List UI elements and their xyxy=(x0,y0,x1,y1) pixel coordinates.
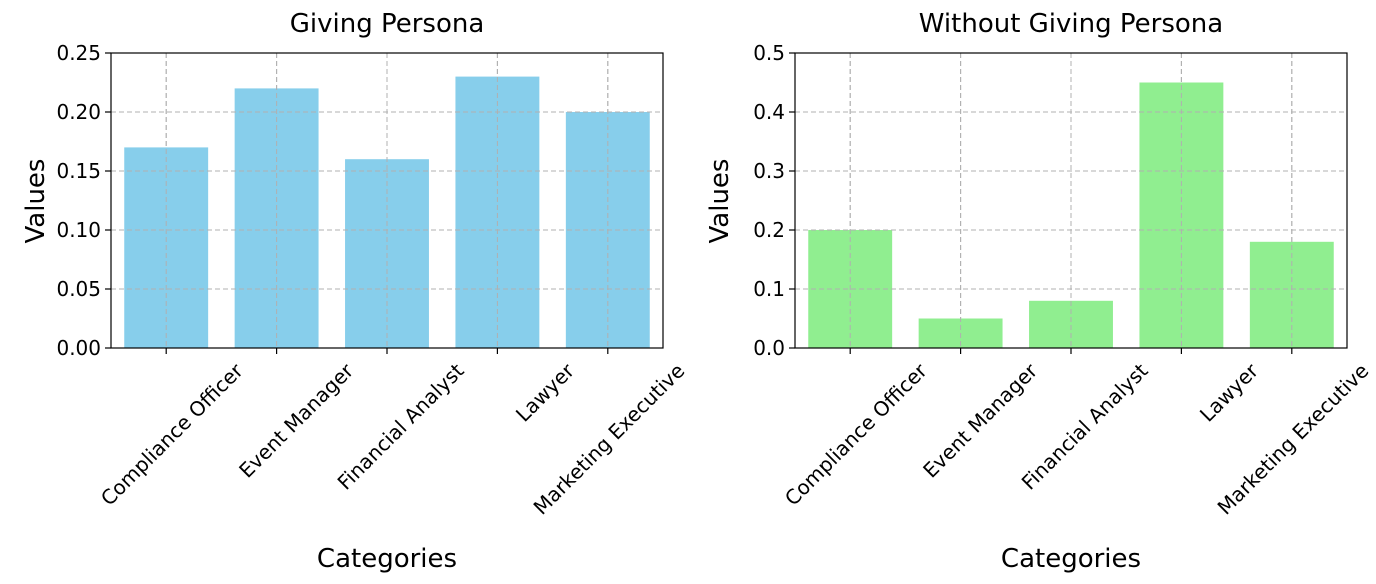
chart-title: Giving Persona xyxy=(290,9,485,39)
x-tick-label: Event Manager xyxy=(918,358,1043,483)
x-tick-label: Lawyer xyxy=(511,358,580,427)
y-tick-label: 0.1 xyxy=(753,277,785,301)
y-axis-label: Values xyxy=(705,159,735,244)
y-tick-label: 0.2 xyxy=(753,218,785,242)
x-axis-label: Categories xyxy=(1001,544,1141,574)
chart-title: Without Giving Persona xyxy=(919,9,1223,39)
x-tick-label: Event Manager xyxy=(234,358,359,483)
x-tick-label: Lawyer xyxy=(1195,358,1264,427)
x-tick-label: Compliance Officer xyxy=(96,358,248,510)
y-tick-label: 0.25 xyxy=(56,41,101,65)
y-tick-label: 0.10 xyxy=(56,218,101,242)
y-tick-label: 0.5 xyxy=(753,41,785,65)
bar xyxy=(1029,300,1113,348)
y-tick-label: 0.15 xyxy=(56,159,101,183)
chart-without-giving-persona: Without Giving Persona Values Categories… xyxy=(705,9,1373,574)
y-tick-label: 0.05 xyxy=(56,277,101,301)
y-tick-label: 0.20 xyxy=(56,100,101,124)
y-tick-label: 0.0 xyxy=(753,336,785,360)
y-tick-label: 0.00 xyxy=(56,336,101,360)
y-tick-label: 0.3 xyxy=(753,159,785,183)
chart-giving-persona: Giving Persona Values Categories 0.00 0.0… xyxy=(21,9,689,574)
y-tick-label: 0.4 xyxy=(753,100,785,124)
x-axis-label: Categories xyxy=(317,544,457,574)
y-axis-label: Values xyxy=(21,159,51,244)
x-tick-label: Compliance Officer xyxy=(780,358,932,510)
